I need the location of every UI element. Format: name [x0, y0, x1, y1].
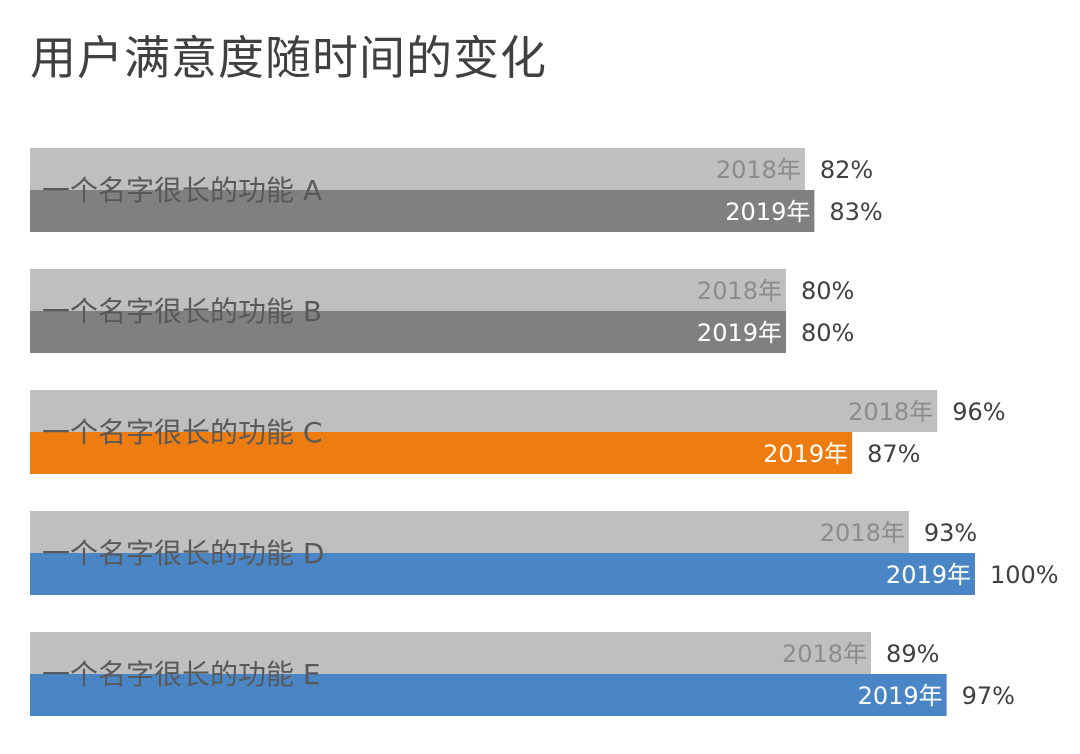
- value-label-2018-a: 82%: [820, 156, 873, 184]
- series-label-2019-b: 2019年: [697, 319, 782, 347]
- bar-2018-a: [30, 148, 805, 190]
- bar-2019-e: [30, 674, 947, 716]
- series-label-2018-d: 2018年: [820, 519, 905, 547]
- series-label-2019-a: 2019年: [725, 198, 810, 226]
- value-label-2019-d: 100%: [990, 561, 1059, 589]
- category-label-c: 一个名字很长的功能 C: [42, 416, 322, 449]
- bar-2019-b: [30, 311, 786, 353]
- category-label-d: 一个名字很长的功能 D: [42, 537, 324, 570]
- bar-2018-d: [30, 511, 909, 553]
- series-label-2018-e: 2018年: [782, 640, 867, 668]
- value-label-2018-d: 93%: [924, 519, 977, 547]
- bar-2019-a: [30, 190, 815, 232]
- value-label-2019-a: 83%: [829, 198, 882, 226]
- value-label-2019-c: 87%: [867, 440, 920, 468]
- bar-2018-e: [30, 632, 872, 674]
- bar-2019-c: [30, 432, 853, 474]
- value-label-2018-b: 80%: [801, 277, 854, 305]
- chart-title: 用户满意度随时间的变化: [30, 31, 547, 85]
- value-label-2018-e: 89%: [886, 640, 939, 668]
- value-label-2018-c: 96%: [952, 398, 1005, 426]
- series-label-2018-c: 2018年: [848, 398, 933, 426]
- category-label-e: 一个名字很长的功能 E: [42, 658, 321, 691]
- value-label-2019-b: 80%: [801, 319, 854, 347]
- series-label-2018-a: 2018年: [716, 156, 801, 184]
- category-label-a: 一个名字很长的功能 A: [42, 174, 322, 207]
- series-label-2018-b: 2018年: [697, 277, 782, 305]
- value-label-2019-e: 97%: [962, 682, 1015, 710]
- series-label-2019-d: 2019年: [886, 561, 971, 589]
- category-label-b: 一个名字很长的功能 B: [42, 295, 322, 328]
- bar-2018-b: [30, 269, 786, 311]
- bar-2018-c: [30, 390, 938, 432]
- series-label-2019-e: 2019年: [858, 682, 943, 710]
- series-label-2019-c: 2019年: [763, 440, 848, 468]
- bar-2019-d: [30, 553, 975, 595]
